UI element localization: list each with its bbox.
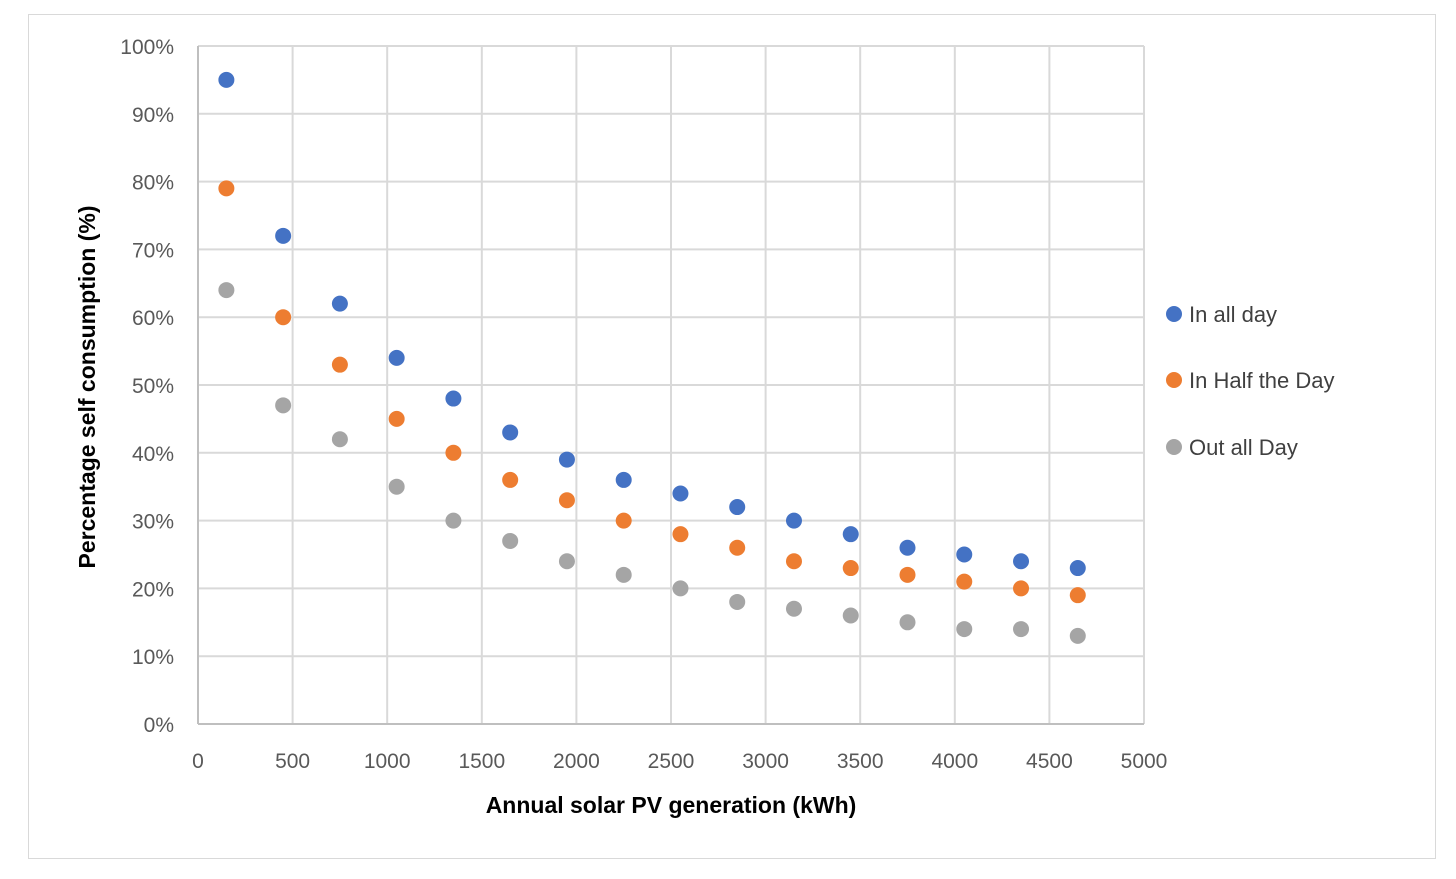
data-point-in-all-day <box>218 71 235 88</box>
chart-frame <box>28 14 1436 859</box>
data-point-in-half-the-day <box>275 309 292 326</box>
data-point-in-all-day <box>899 539 916 556</box>
data-point-in-all-day <box>1069 560 1086 577</box>
legend-label: Out all Day <box>1189 435 1298 460</box>
data-point-in-all-day <box>956 546 973 563</box>
data-point-out-all-day <box>672 580 689 597</box>
data-point-in-half-the-day <box>388 410 405 427</box>
data-point-in-half-the-day <box>956 573 973 590</box>
y-tick-label: 80% <box>132 172 174 195</box>
y-tick-label: 10% <box>132 646 174 669</box>
legend-marker <box>1166 306 1182 322</box>
data-point-in-all-day <box>502 424 519 441</box>
y-tick-label: 60% <box>132 307 174 330</box>
data-point-in-all-day <box>672 485 689 502</box>
gridlines <box>197 45 1145 725</box>
data-point-in-all-day <box>1013 553 1030 570</box>
data-point-in-half-the-day <box>445 444 462 461</box>
data-point-out-all-day <box>615 566 632 583</box>
data-point-in-half-the-day <box>615 512 632 529</box>
data-point-out-all-day <box>388 478 405 495</box>
legend-label: In all day <box>1189 302 1277 327</box>
x-tick-label: 3000 <box>742 750 789 773</box>
y-tick-label: 100% <box>120 36 174 59</box>
data-point-in-all-day <box>842 526 859 543</box>
data-point-in-half-the-day <box>331 356 348 373</box>
data-point-out-all-day <box>956 621 973 638</box>
x-tick-label: 4000 <box>931 750 978 773</box>
data-point-in-all-day <box>729 499 746 516</box>
data-point-out-all-day <box>729 593 746 610</box>
data-point-out-all-day <box>1013 621 1030 638</box>
data-point-out-all-day <box>445 512 462 529</box>
x-axis-title: Annual solar PV generation (kWh) <box>486 792 857 818</box>
data-point-out-all-day <box>1069 627 1086 644</box>
x-tick-label: 2000 <box>553 750 600 773</box>
data-point-out-all-day <box>218 282 235 299</box>
data-point-out-all-day <box>785 600 802 617</box>
data-point-in-half-the-day <box>1069 587 1086 604</box>
x-tick-label: 4500 <box>1026 750 1073 773</box>
data-point-in-half-the-day <box>1013 580 1030 597</box>
data-point-in-half-the-day <box>218 180 235 197</box>
data-point-in-half-the-day <box>785 553 802 570</box>
data-point-out-all-day <box>331 431 348 448</box>
data-point-in-all-day <box>558 451 575 468</box>
data-point-out-all-day <box>899 614 916 631</box>
data-point-out-all-day <box>275 397 292 414</box>
legend: In all day In Half the Day Out all Day <box>1166 302 1335 460</box>
x-tick-label: 1000 <box>364 750 411 773</box>
tick-labels: 0 500 1000 1500 2000 2500 3000 3500 4000 4500 5000… <box>120 36 1167 773</box>
legend-label: In Half the Day <box>1189 368 1335 393</box>
data-point-in-all-day <box>785 512 802 529</box>
y-tick-label: 30% <box>132 511 174 534</box>
data-point-in-all-day <box>275 227 292 244</box>
y-tick-label: 70% <box>132 239 174 262</box>
y-tick-label: 0% <box>144 714 174 737</box>
y-tick-label: 20% <box>132 578 174 601</box>
x-tick-label: 3500 <box>837 750 884 773</box>
data-point-in-half-the-day <box>558 492 575 509</box>
legend-marker <box>1166 372 1182 388</box>
data-point-out-all-day <box>502 532 519 549</box>
x-tick-label: 5000 <box>1121 750 1168 773</box>
y-tick-label: 40% <box>132 443 174 466</box>
x-tick-label: 1500 <box>458 750 505 773</box>
data-point-out-all-day <box>558 553 575 570</box>
x-tick-label: 2500 <box>648 750 695 773</box>
data-point-in-all-day <box>445 390 462 407</box>
x-tick-label: 0 <box>192 750 204 773</box>
data-point-in-all-day <box>331 295 348 312</box>
data-point-in-half-the-day <box>729 539 746 556</box>
data-point-in-half-the-day <box>842 560 859 577</box>
data-point-out-all-day <box>842 607 859 624</box>
y-tick-label: 90% <box>132 104 174 127</box>
data-point-in-half-the-day <box>672 526 689 543</box>
data-point-in-half-the-day <box>502 471 519 488</box>
data-point-in-all-day <box>615 471 632 488</box>
data-point-in-half-the-day <box>899 566 916 583</box>
y-tick-label: 50% <box>132 375 174 398</box>
data-point-in-all-day <box>388 349 405 366</box>
legend-marker <box>1166 439 1182 455</box>
x-tick-label: 500 <box>275 750 310 773</box>
y-axis-title: Percentage self consumption (%) <box>74 206 100 569</box>
data-points <box>218 71 1086 644</box>
